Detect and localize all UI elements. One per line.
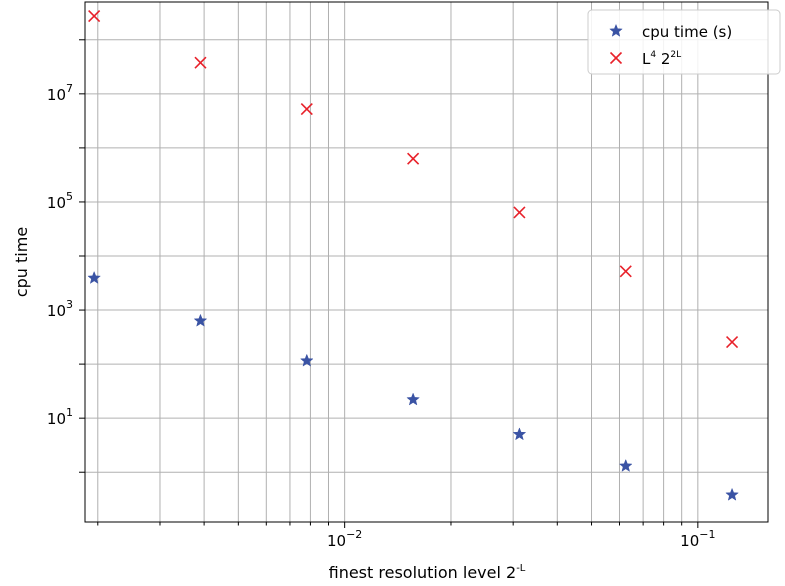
x-marker-stroke (609, 51, 623, 65)
grid-lines (85, 2, 768, 522)
y-tick-label: 101 (47, 406, 73, 428)
cpu-time-point (725, 487, 739, 501)
plot-frame (84, 1, 769, 523)
x-marker-stroke (300, 102, 313, 116)
scaling-point (407, 152, 420, 165)
x-axis-label-sup: -L (516, 563, 526, 574)
scaling-point (619, 265, 632, 278)
cpu-time-point (512, 427, 527, 441)
x-marker-stroke (619, 265, 632, 278)
x-axis-label-main: finest resolution level 2 (329, 563, 517, 582)
x-tick-label: 10−2 (327, 528, 362, 550)
cpu-time-point (193, 313, 208, 327)
axis-ticks: 10−2 10−1 101 103 105 107 (47, 39, 715, 550)
scaling-point (194, 56, 207, 69)
data-markers (87, 9, 739, 501)
y-tick-label: 107 (47, 82, 73, 104)
cpu-time-point (618, 458, 633, 472)
legend-box (587, 9, 781, 75)
legend-label-scaling: L4 22L (642, 50, 681, 68)
x-marker-stroke (88, 9, 101, 23)
legend-marker-cpu-time (609, 23, 623, 37)
scaling-point (300, 102, 313, 116)
scaling-point (513, 206, 526, 219)
cpu-time-point (87, 270, 101, 284)
cpu-time-point (406, 392, 420, 406)
x-marker-stroke (513, 206, 526, 219)
cpu-time-point (299, 353, 314, 367)
y-tick-label: 105 (47, 190, 73, 212)
y-axis-label: cpu time (12, 227, 31, 297)
x-marker-stroke (194, 56, 207, 69)
y-tick-label: 103 (47, 298, 73, 320)
legend-marker-scaling (609, 51, 623, 65)
x-marker-stroke (407, 152, 420, 165)
legend: cpu time (s) L4 22L (587, 9, 781, 75)
legend-star-glyph (609, 23, 623, 37)
x-axis-label: finest resolution level 2-L (329, 563, 526, 582)
legend-label-cpu-time: cpu time (s) (642, 23, 732, 41)
x-marker-stroke (725, 335, 739, 349)
legend-x-glyph (609, 51, 623, 65)
scaling-point (725, 335, 739, 349)
x-tick-label: 10−1 (680, 528, 715, 550)
scaling-point (88, 9, 101, 23)
